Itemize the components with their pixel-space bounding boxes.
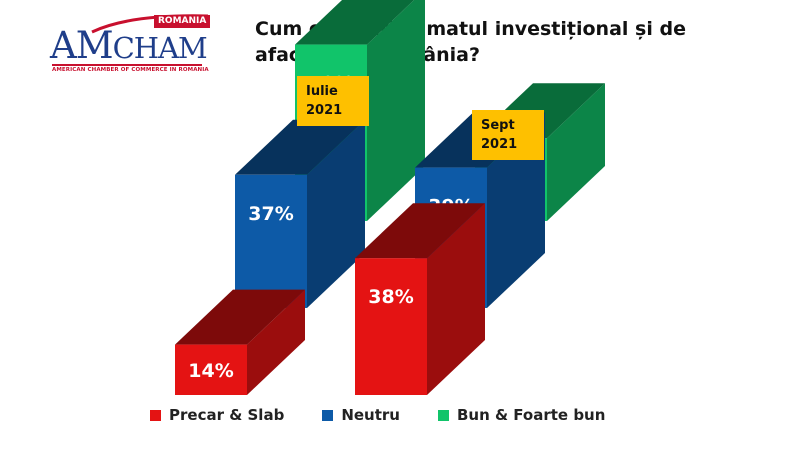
legend-item-bun: Bun & Foarte bun [437, 406, 606, 424]
period-label-1-line-1: Iulie [306, 84, 338, 99]
period-label-2-line-2: 2021 [481, 137, 517, 152]
logo-ribbon: ROMANIA [154, 15, 211, 28]
legend-label-precar: Precar & Slab [169, 406, 285, 424]
period-label-1-line-2: 2021 [306, 103, 342, 118]
amcham-logo: ROMANIA AMCHAM AMERICAN CHAMBER OF COMME… [50, 12, 215, 74]
value-label-neutru-1: 37% [248, 203, 293, 225]
legend-swatch-bun [437, 409, 449, 421]
legend-item-precar: Precar & Slab [150, 406, 284, 424]
logo-wordmark-large: AM [50, 24, 114, 67]
logo-wordmark: AMCHAM [50, 24, 208, 68]
bar-top-neutru-1 [235, 119, 365, 175]
logo-subtitle: AMERICAN CHAMBER OF COMMERCE IN ROMANIA [52, 67, 209, 73]
bar-neutru-1 [235, 174, 307, 308]
legend-label-neutru: Neutru [341, 406, 400, 424]
period-box-1 [297, 76, 369, 126]
bar-side-precar-2 [427, 203, 485, 395]
bar-top-precar-1 [175, 289, 305, 345]
bar-side-bun-2 [547, 83, 605, 221]
bar-precar-2 [355, 258, 427, 395]
legend: Precar & Slab Neutru Bun & Foarte bun [150, 406, 643, 424]
bar-side-neutru-1 [307, 119, 365, 308]
value-label-precar-1: 14% [188, 360, 233, 382]
legend-label-bun: Bun & Foarte bun [456, 406, 606, 424]
bar-top-precar-2 [355, 203, 485, 259]
period-box-2 [472, 110, 544, 160]
bar-side-precar-1 [247, 289, 305, 395]
bar-side-bun-1 [367, 0, 425, 221]
legend-swatch-neutru [322, 409, 334, 421]
bar-top-bun-1 [295, 0, 415, 45]
logo-wordmark-small: CHAM [112, 31, 208, 65]
period-label-2-line-1: Sept [481, 118, 515, 133]
bar-side-neutru-2 [487, 112, 545, 308]
logo-underline [52, 64, 202, 66]
value-label-precar-2: 38% [368, 286, 413, 308]
legend-swatch-precar [150, 409, 161, 421]
legend-item-neutru: Neutru [322, 406, 400, 424]
bar-precar-1 [175, 344, 247, 395]
